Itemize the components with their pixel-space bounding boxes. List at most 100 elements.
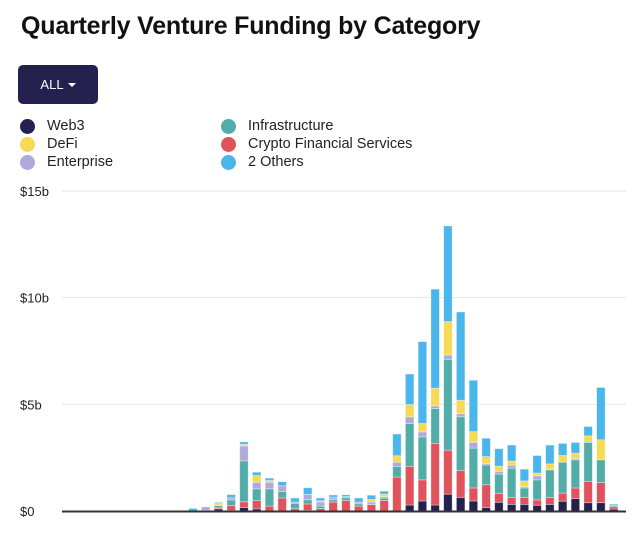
legend-label: DeFi [47,136,78,152]
bar-segment [252,471,262,476]
bar-segment [532,455,542,474]
bar-segment [456,311,466,401]
bar-segment [277,485,287,492]
bar-segment [506,444,517,462]
legend-item[interactable]: Crypto Financial Services [221,135,421,153]
bar-segment [328,501,338,512]
caret-down-icon [67,83,76,87]
bar-segment [468,379,479,433]
bar-segment [468,447,479,489]
legend-item[interactable]: Web3 [20,117,221,135]
bar-segment [443,225,453,322]
bar-segment [239,441,249,445]
bar-segment [430,408,440,444]
bar-segment [557,442,568,456]
legend-item[interactable]: Enterprise [20,153,221,171]
legend-label: Crypto Financial Services [248,136,413,152]
bar-segment [405,373,415,405]
bar-segment [468,441,479,449]
bar-segment [252,481,262,490]
legend-item[interactable]: DeFi [20,135,221,153]
bar-segment [570,459,581,489]
bar-segment [557,492,568,502]
bar-segment [468,431,479,443]
bar-segment [366,494,377,500]
bar-segment [570,498,581,512]
category-filter-dropdown[interactable]: ALL [18,65,98,104]
bar-segment [443,354,453,360]
bar-segment [532,475,542,481]
bar-segment [417,341,428,424]
bar-segment [392,433,402,457]
bar-segment [456,416,466,471]
bar-segment [443,321,453,356]
bar-segment [303,503,313,511]
bar-segment [545,463,555,470]
bar-segment [557,455,568,463]
bar-segment [494,501,504,512]
bar-segment [417,479,428,502]
bar-segment [532,504,542,512]
bar-segment [570,487,581,500]
bar-segment [252,475,262,483]
bar-segment [570,442,581,454]
bar-segment [379,490,389,495]
y-tick-label: $0 [20,504,34,519]
bar-segment [341,496,351,499]
bar-segment [583,435,593,442]
bar-segment [303,487,313,495]
bar-segment [341,494,351,497]
bar-segment [328,494,338,498]
bar-segment [456,413,466,418]
bar-segment [264,477,275,481]
bar-segment [557,500,568,512]
bar-segment [506,496,517,505]
bar-segment [608,503,619,506]
bar-segment [494,470,504,475]
bar-segment [405,423,415,467]
bar-segment [315,497,326,502]
legend-label: Infrastructure [248,118,334,134]
bar-segment [264,481,275,490]
bar-segment [226,494,236,499]
bar-segment [532,472,542,477]
bar-segment [519,480,530,488]
bar-segment [239,460,249,503]
bar-segment [430,443,440,506]
bar-segment [481,437,491,457]
bar-segment [417,436,428,481]
bar-segment [303,493,313,501]
bar-segment [596,502,606,512]
bar-segment [494,473,504,494]
bar-segment [354,505,364,512]
bar-segment [596,387,606,441]
bar-segment [277,497,287,512]
legend-dot-icon [221,154,236,170]
bar-segment [226,505,236,511]
bar-segment [506,464,517,469]
bar-segment [290,502,300,510]
legend-item[interactable]: Infrastructure [221,117,421,135]
bar-segment [468,487,479,502]
bar-segment [519,468,530,482]
bar-segment [379,500,389,512]
legend-label: 2 Others [248,154,304,170]
bar-segment [545,503,555,512]
bar-segment [545,444,555,465]
bar-segment [481,456,491,465]
bar-segment [201,506,211,511]
bar-segment [239,507,249,512]
bar-segment [417,423,428,433]
bar-segment [430,288,440,389]
legend-dot-icon [221,136,236,152]
bar-segment [519,487,530,498]
y-tick-label: $5b [20,397,42,412]
bar-segment [519,496,530,505]
legend-item[interactable]: 2 Others [221,153,421,171]
y-tick-label: $10b [20,291,49,306]
legend: Web3 Infrastructure DeFi Crypto Financial S… [20,117,421,171]
legend-label: Web3 [47,118,85,134]
bar-segment [456,496,466,512]
bar-segment [443,449,453,495]
page-title: Quarterly Venture Funding by Category [21,12,481,40]
